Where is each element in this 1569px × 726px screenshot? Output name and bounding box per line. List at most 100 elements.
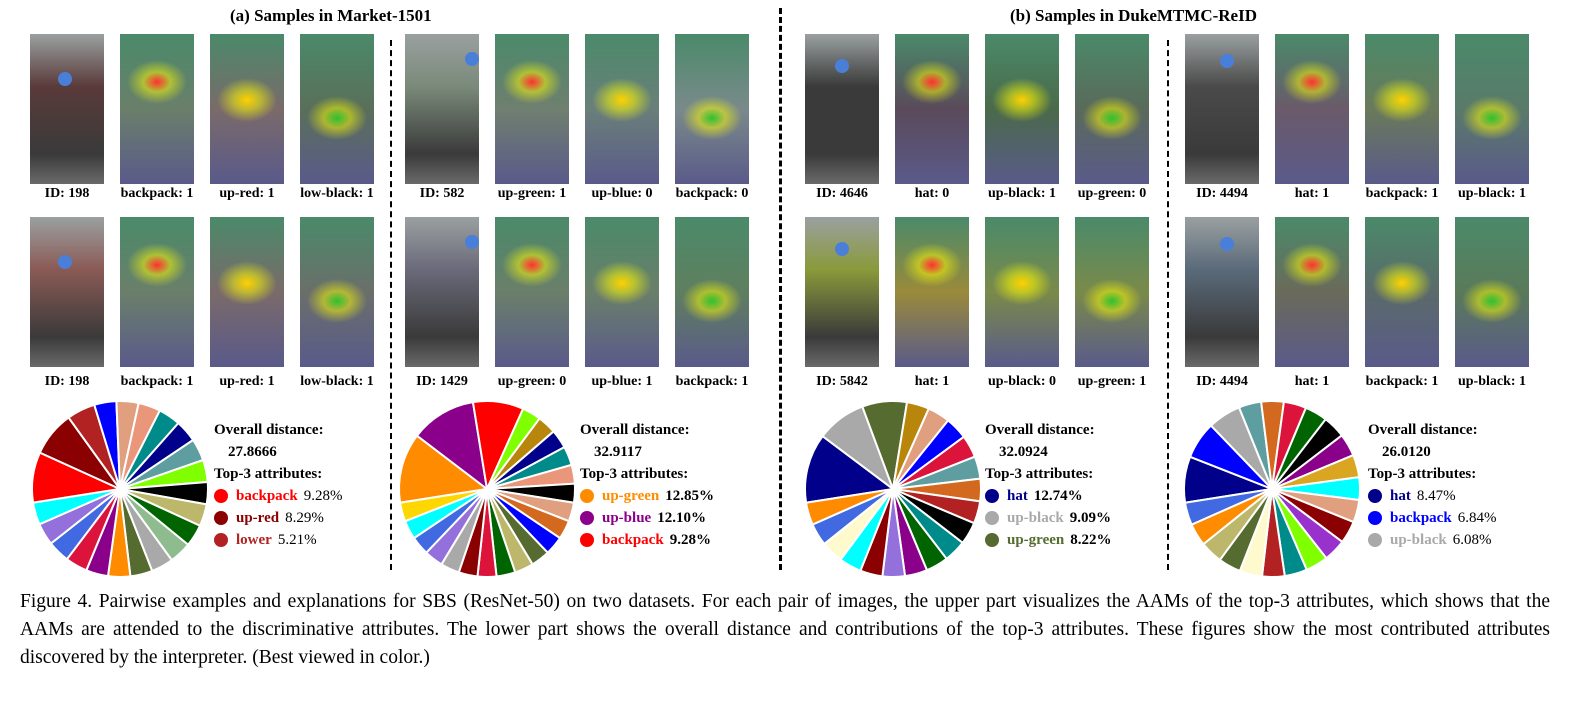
top-attribute-row: backpack 9.28%: [580, 529, 714, 551]
image-label: up-green: 0: [497, 374, 567, 389]
attention-map-image: [1455, 34, 1529, 184]
attribute-name: backpack: [602, 532, 664, 548]
pie-slice: [398, 488, 488, 523]
overall-distance-label: Overall distance:: [580, 422, 690, 438]
person-image: [1185, 217, 1259, 367]
attribute-name: backpack: [236, 488, 298, 504]
legend-dot-icon: [214, 533, 228, 547]
image-label: up-black: 0: [987, 374, 1057, 389]
image-label: hat: 1: [1294, 374, 1330, 389]
pie-slice: [415, 400, 489, 492]
attribute-percent: 9.09%: [1069, 510, 1111, 526]
divider-datasets: [779, 8, 782, 570]
title-b: (b) Samples in DukeMTMC-ReID: [1010, 6, 1257, 25]
pie-slice: [1183, 488, 1273, 526]
pie-slice: [804, 434, 896, 504]
image-label: up-green: 0: [1077, 186, 1147, 201]
attention-map-image: [985, 217, 1059, 367]
legend-dot-icon: [580, 489, 594, 503]
top-attribute-row: lower 5.21%: [214, 529, 342, 551]
top-attribute-row: up-green 12.85%: [580, 485, 714, 507]
person-image: [805, 217, 879, 367]
image-label: low-black: 1: [300, 374, 374, 389]
overall-distance-label: Overall distance:: [214, 422, 324, 438]
person-image: [1185, 34, 1259, 184]
top-attribute-row: up-red 8.29%: [214, 507, 342, 529]
face-blur-icon: [58, 255, 72, 269]
image-label: up-black: 1: [987, 186, 1057, 201]
attention-map-image: [1365, 217, 1439, 367]
attention-map-image: [495, 217, 569, 367]
attribute-name: up-black: [1390, 532, 1447, 548]
attribute-percent: 9.28%: [669, 532, 711, 548]
legend-dot-icon: [1368, 489, 1382, 503]
attention-map-image: [1075, 34, 1149, 184]
image-label: ID: 4494: [1196, 374, 1248, 389]
title-a: (a) Samples in Market-1501: [230, 6, 432, 25]
legend-dot-icon: [214, 511, 228, 525]
attention-map-image: [675, 217, 749, 367]
face-blur-icon: [465, 235, 479, 249]
attribute-name: hat: [1390, 488, 1411, 504]
overall-distance-label: Overall distance:: [985, 422, 1095, 438]
top-attribute-row: hat 8.47%: [1368, 485, 1496, 507]
attention-map-image: [210, 217, 284, 367]
image-label: backpack: 0: [675, 186, 749, 201]
attribute-percent: 5.21%: [277, 532, 317, 548]
overall-distance-value: 26.0120: [1382, 444, 1431, 460]
legend-dot-icon: [1368, 511, 1382, 525]
top-attributes-label: Top-3 attributes:: [1368, 466, 1477, 482]
attribute-name: lower: [236, 532, 272, 548]
attention-map-image: [1275, 34, 1349, 184]
image-label: hat: 1: [1294, 186, 1330, 201]
attribute-name: hat: [1007, 488, 1028, 504]
image-label: up-green: 1: [497, 186, 567, 201]
attribute-percent: 6.08%: [1452, 532, 1492, 548]
attention-map-image: [300, 34, 374, 184]
attribute-name: up-black: [1007, 510, 1064, 526]
pie-slice: [398, 434, 490, 504]
image-label: backpack: 1: [120, 186, 194, 201]
image-label: up-blue: 1: [591, 374, 653, 389]
attribute-percent: 8.29%: [285, 510, 324, 526]
attribute-name: up-green: [1007, 532, 1065, 548]
divider-market: [390, 40, 392, 570]
face-blur-icon: [465, 52, 479, 66]
overall-distance-value: 27.8666: [228, 444, 277, 460]
distance-stats: Overall distance: 26.0120 Top-3 attributes…: [1368, 419, 1496, 551]
image-label: backpack: 1: [1365, 374, 1439, 389]
attention-map-image: [120, 34, 194, 184]
image-label: up-black: 1: [1457, 186, 1527, 201]
attribute-contribution-pie: [31, 400, 209, 578]
face-blur-icon: [1220, 237, 1234, 251]
image-label: backpack: 1: [120, 374, 194, 389]
face-blur-icon: [835, 242, 849, 256]
attention-map-image: [585, 217, 659, 367]
distance-stats: Overall distance: 32.0924 Top-3 attributes…: [985, 419, 1111, 551]
attention-map-image: [985, 34, 1059, 184]
person-image: [30, 217, 104, 367]
top-attribute-row: up-green 8.22%: [985, 529, 1111, 551]
overall-distance-value: 32.0924: [999, 444, 1048, 460]
image-label: ID: 198: [44, 374, 90, 389]
attention-map-image: [895, 34, 969, 184]
legend-dot-icon: [580, 533, 594, 547]
image-label: up-green: 1: [1077, 374, 1147, 389]
image-label: up-blue: 0: [591, 186, 653, 201]
attribute-name: backpack: [1390, 510, 1452, 526]
image-label: ID: 1429: [416, 374, 468, 389]
attribute-contribution-pie: [1183, 400, 1361, 578]
pie-slice: [31, 488, 121, 526]
person-image: [805, 34, 879, 184]
attribute-name: up-red: [236, 510, 280, 526]
top-attribute-row: up-black 6.08%: [1368, 529, 1496, 551]
image-label: backpack: 1: [675, 374, 749, 389]
attribute-percent: 9.28%: [303, 488, 343, 504]
attention-map-image: [585, 34, 659, 184]
image-label: low-black: 1: [300, 186, 374, 201]
attribute-name: up-blue: [602, 510, 652, 526]
image-label: backpack: 1: [1365, 186, 1439, 201]
legend-dot-icon: [580, 511, 594, 525]
attribute-name: up-green: [602, 488, 660, 504]
top-attributes-label: Top-3 attributes:: [214, 466, 323, 482]
